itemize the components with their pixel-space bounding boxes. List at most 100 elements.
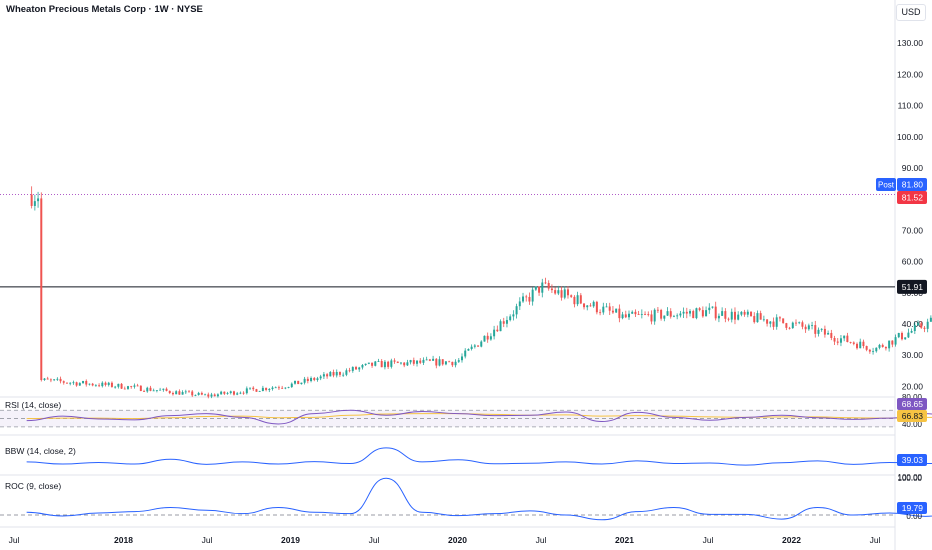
candle-body xyxy=(78,383,81,386)
candle-body xyxy=(361,365,364,368)
post-price-badge: Post 81.80 xyxy=(876,178,927,191)
candle-body xyxy=(791,322,794,328)
support-level-badge: 51.91 xyxy=(897,279,927,294)
candle-body xyxy=(627,313,630,318)
candle-body xyxy=(316,378,319,381)
candle-body xyxy=(85,380,88,385)
price-tick-label: 30.00 xyxy=(902,350,924,360)
candle-body xyxy=(232,391,235,395)
candle-body xyxy=(910,331,913,333)
price-tick-label: 100.00 xyxy=(897,132,923,142)
candle-body xyxy=(319,376,322,379)
bbw-tick-label: 100.00 xyxy=(898,473,923,482)
rsi-tick-label: 40.00 xyxy=(902,420,923,429)
candle-body xyxy=(522,296,525,302)
candle-body xyxy=(287,386,290,388)
candle-body xyxy=(913,325,916,332)
candle-body xyxy=(261,387,264,391)
candle-body xyxy=(313,377,316,381)
candle-body xyxy=(358,367,361,370)
candle-body xyxy=(878,344,881,348)
candle-body xyxy=(550,288,553,291)
candle-body xyxy=(660,309,663,319)
roc-value-bg xyxy=(897,502,927,514)
candle-body xyxy=(123,388,126,390)
candlestick-series xyxy=(30,186,932,399)
candle-body xyxy=(595,301,598,313)
candle-body xyxy=(557,290,560,294)
rsi-ma-line xyxy=(26,413,932,420)
candle-body xyxy=(210,394,213,397)
candle-body xyxy=(136,385,139,387)
candle-body xyxy=(733,311,736,320)
candle-body xyxy=(326,374,329,377)
candle-body xyxy=(814,325,817,334)
rsi-line xyxy=(26,409,932,425)
candle-body xyxy=(107,382,110,385)
candle-body xyxy=(451,361,454,366)
candle-body xyxy=(897,333,900,338)
candle-body xyxy=(62,381,65,383)
time-tick-label: 2022 xyxy=(782,535,801,545)
candle-body xyxy=(40,198,43,380)
candle-body xyxy=(49,379,52,381)
candle-body xyxy=(310,377,313,382)
candle-body xyxy=(194,394,197,396)
last-price-badge: 81.52 xyxy=(897,191,927,204)
candle-body xyxy=(512,314,515,317)
candle-body xyxy=(544,282,547,284)
candle-body xyxy=(836,341,839,343)
candle-body xyxy=(460,356,463,361)
candle-body xyxy=(239,392,242,394)
candle-body xyxy=(303,378,306,383)
candle-body xyxy=(775,317,778,327)
candle-body xyxy=(570,295,573,297)
support-level-value: 51.91 xyxy=(902,282,924,292)
candle-body xyxy=(849,342,852,343)
candle-body xyxy=(846,335,849,343)
candle-body xyxy=(367,362,370,364)
currency-label[interactable]: USD xyxy=(896,4,926,21)
candle-body xyxy=(746,311,749,315)
candle-body xyxy=(489,336,492,340)
candle-body xyxy=(43,378,46,380)
candle-body xyxy=(393,360,396,362)
candle-body xyxy=(788,327,791,329)
price-tick-label: 70.00 xyxy=(902,225,924,235)
rsi-tick-label: 80.00 xyxy=(902,393,923,402)
candle-body xyxy=(618,308,621,319)
candle-body xyxy=(798,322,801,324)
candle-body xyxy=(547,282,550,289)
candle-body xyxy=(611,310,614,313)
candle-body xyxy=(82,380,85,384)
roc-value: 19.79 xyxy=(902,503,924,513)
candle-body xyxy=(762,319,765,321)
time-tick-label: Jul xyxy=(536,535,547,545)
candle-body xyxy=(737,314,740,320)
candle-body xyxy=(717,315,720,319)
candle-body xyxy=(72,382,75,384)
candle-body xyxy=(714,306,717,319)
candle-body xyxy=(875,347,878,352)
candle-body xyxy=(33,201,36,206)
roc-tick-label: 0.00 xyxy=(906,512,922,521)
time-tick-label: 2019 xyxy=(281,535,300,545)
candle-body xyxy=(656,309,659,311)
candle-body xyxy=(525,296,528,298)
candle-body xyxy=(624,314,627,318)
candle-body xyxy=(753,316,756,323)
candle-body xyxy=(701,310,704,317)
candle-body xyxy=(531,289,534,302)
candle-body xyxy=(772,321,775,327)
candle-body xyxy=(130,386,133,387)
candle-body xyxy=(293,380,296,384)
candle-body xyxy=(473,345,476,347)
rsi-value: 68.65 xyxy=(902,399,924,409)
candle-body xyxy=(155,390,158,392)
candle-body xyxy=(117,383,120,387)
candle-body xyxy=(419,360,422,363)
candle-body xyxy=(98,385,101,387)
candle-body xyxy=(528,296,531,302)
